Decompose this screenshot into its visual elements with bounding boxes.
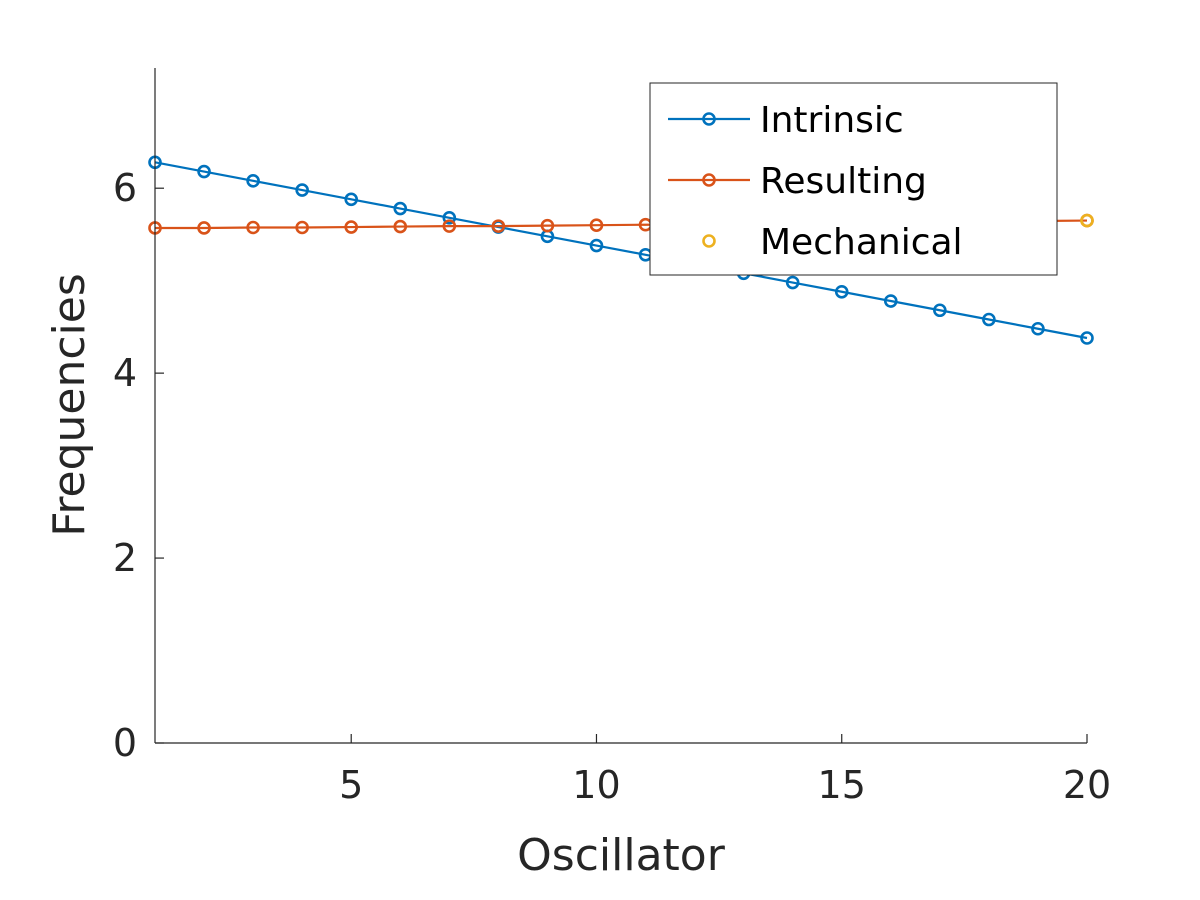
x-axis-label: Oscillator	[517, 830, 726, 881]
legend-marker	[702, 234, 716, 248]
x-tick-label: 5	[339, 763, 363, 807]
data-point	[834, 284, 849, 299]
data-point	[785, 275, 800, 290]
y-axis-label: Frequencies	[44, 273, 95, 536]
legend-item: Intrinsic	[668, 100, 904, 141]
data-point	[933, 303, 947, 318]
legend-label: Intrinsic	[760, 100, 904, 141]
legend-label: Resulting	[760, 161, 927, 202]
x-tick-label: 15	[818, 763, 866, 807]
data-point	[982, 312, 996, 327]
y-tick-label: 2	[113, 536, 137, 580]
data-point	[197, 221, 211, 235]
y-tick-label: 0	[113, 721, 137, 765]
data-point	[1031, 321, 1045, 336]
series-mechanical	[1080, 213, 1094, 228]
axes	[154, 68, 1087, 744]
x-tick-label: 20	[1063, 763, 1111, 807]
data-point	[491, 219, 506, 233]
data-point	[1080, 331, 1094, 345]
data-point	[589, 238, 604, 253]
data-point	[442, 219, 457, 233]
data-point	[393, 219, 408, 234]
x-tick-label: 10	[572, 763, 620, 807]
legend-item: Mechanical	[702, 222, 963, 263]
data-point	[246, 174, 260, 188]
y-tick-label: 4	[113, 351, 137, 395]
data-point	[442, 210, 457, 225]
data-point	[295, 220, 309, 235]
data-point	[246, 220, 260, 235]
legend-item: Resulting	[668, 161, 927, 202]
data-point	[197, 164, 211, 179]
data-point	[540, 218, 555, 233]
ticks: 5 10 15 20 0 2 4 6	[113, 166, 1111, 807]
legend-marker	[702, 173, 716, 187]
legend: Intrinsic Resulting Mechanical	[649, 82, 1058, 276]
data-point	[344, 192, 359, 207]
legend-label: Mechanical	[760, 222, 963, 263]
y-tick-label: 6	[113, 166, 137, 210]
legend-marker	[702, 112, 716, 126]
data-point	[1080, 213, 1094, 228]
series-line	[154, 161, 1088, 340]
data-point	[344, 220, 359, 234]
data-point	[883, 294, 898, 308]
data-point	[295, 183, 309, 197]
data-point	[393, 201, 408, 216]
data-point	[589, 218, 604, 232]
